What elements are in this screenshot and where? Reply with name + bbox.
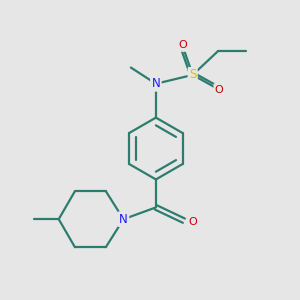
- Text: N: N: [119, 213, 128, 226]
- Text: O: O: [215, 85, 224, 94]
- Text: S: S: [189, 68, 196, 81]
- Text: O: O: [178, 40, 187, 50]
- Text: O: O: [188, 217, 197, 227]
- Text: N: N: [152, 77, 160, 90]
